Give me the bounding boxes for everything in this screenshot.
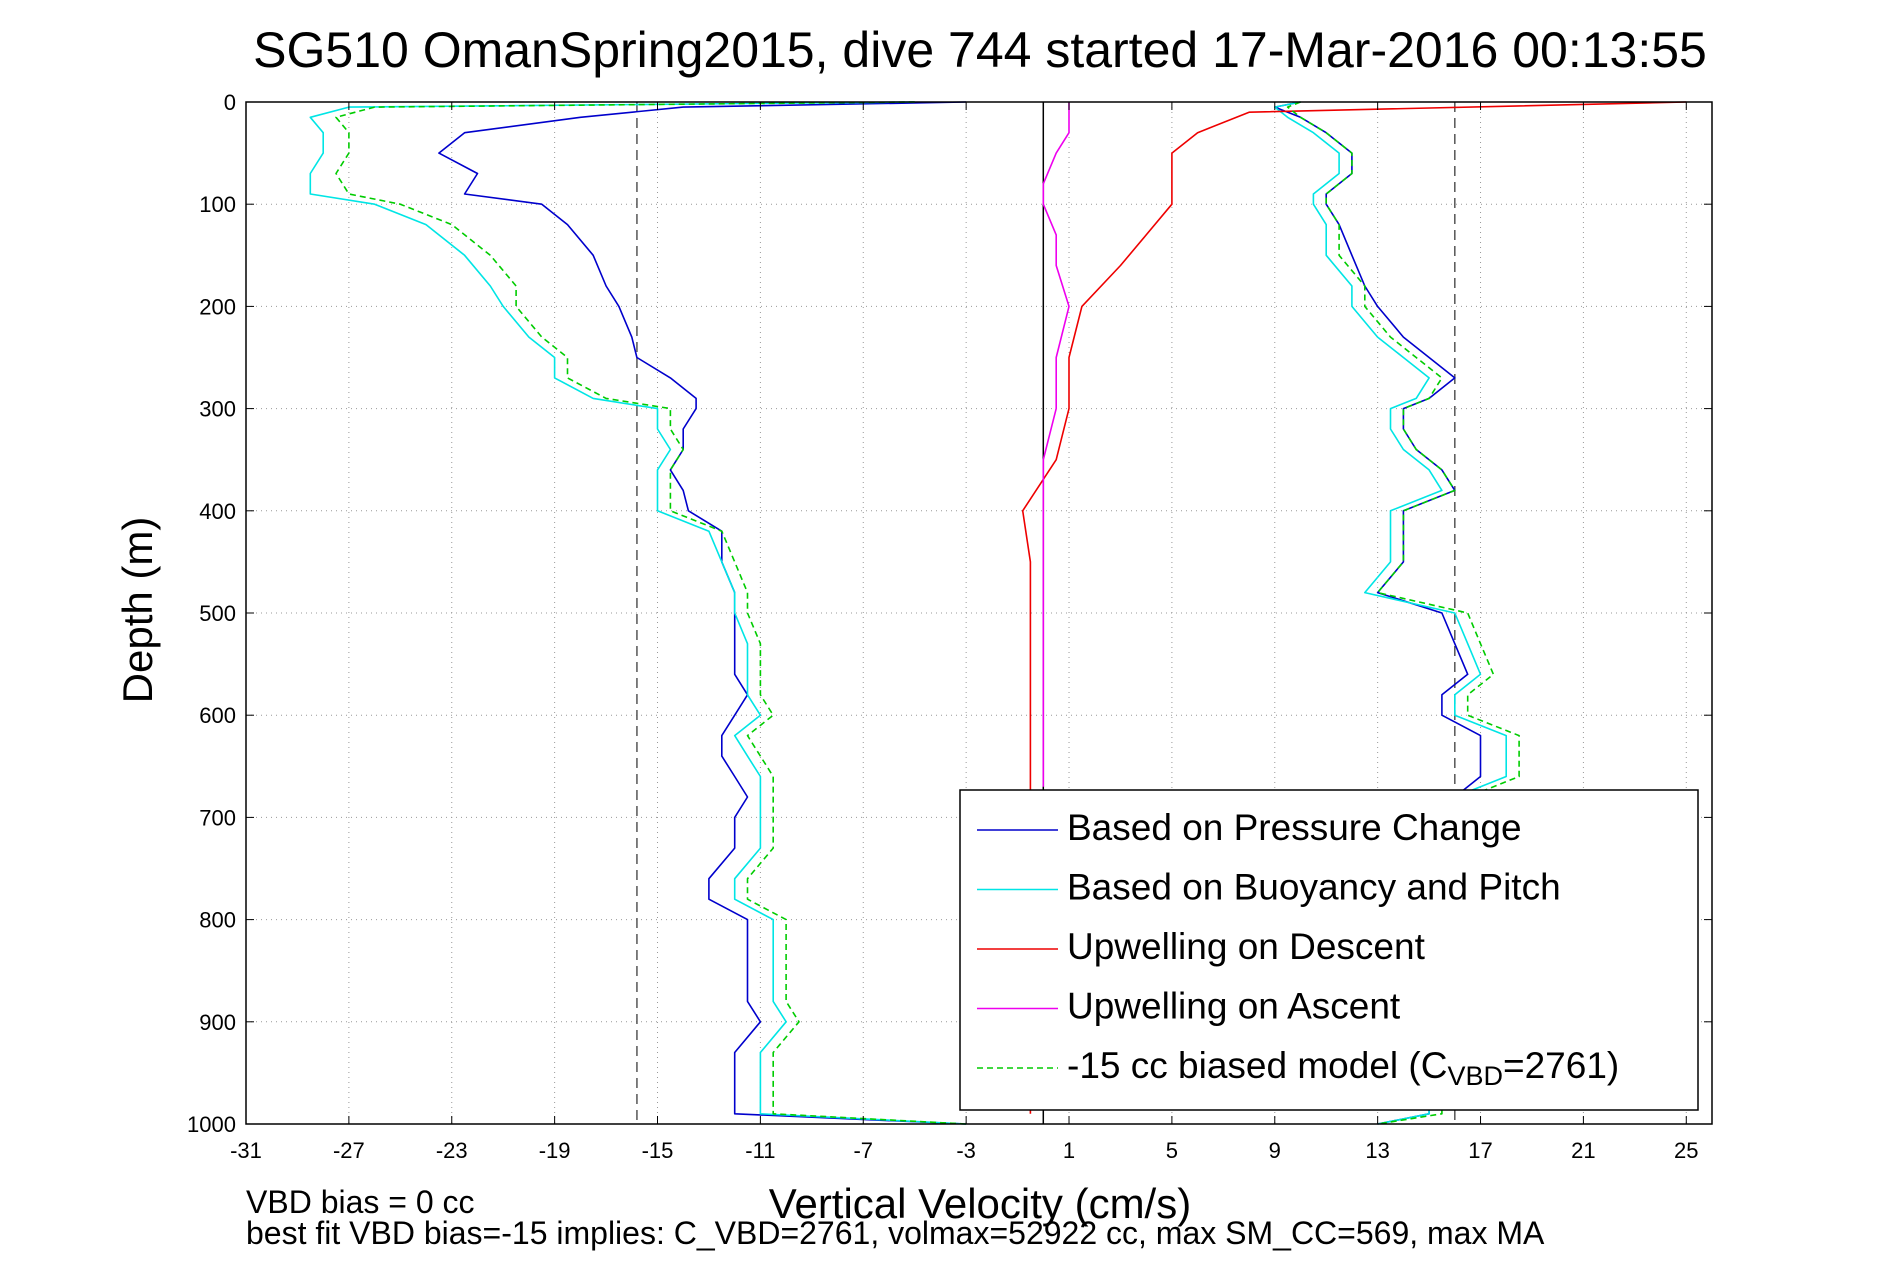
best-fit-note: best fit VBD bias=-15 implies: C_VBD=276… <box>246 1215 1545 1251</box>
x-tick-label: 5 <box>1166 1138 1178 1163</box>
legend-model-prefix: -15 cc biased model (C <box>1067 1045 1447 1086</box>
x-tick-label: -15 <box>642 1138 674 1163</box>
vbd-bias-note: VBD bias = 0 cc <box>246 1184 475 1220</box>
y-axis-ticks: 0 100 200 300 400 500 600 700 800 900 1000 <box>187 90 1712 1137</box>
chart-title: SG510 OmanSpring2015, dive 744 started 1… <box>253 22 1707 78</box>
x-tick-label: 21 <box>1571 1138 1595 1163</box>
y-tick-label: 0 <box>224 90 236 115</box>
series-5-descent-line <box>335 101 967 1125</box>
legend: Based on Pressure Change Based on Buoyanc… <box>959 789 1699 1111</box>
x-tick-label: -23 <box>436 1138 468 1163</box>
legend-model-suffix: =2761) <box>1503 1045 1619 1086</box>
x-axis-ticks: -31 -27 -23 -19 -15 -11 -7 -3 1 5 9 13 17 21 25 <box>230 102 1699 1163</box>
legend-label-4: Upwelling on Ascent <box>1067 985 1401 1026</box>
x-tick-label: -27 <box>333 1138 365 1163</box>
legend-label-2: Based on Buoyancy and Pitch <box>1067 866 1561 907</box>
x-tick-label: 17 <box>1468 1138 1492 1163</box>
legend-box <box>959 789 1699 1111</box>
series-4-line <box>1042 102 1070 787</box>
legend-label-3: Upwelling on Descent <box>1067 926 1426 967</box>
x-tick-label: -31 <box>230 1138 262 1163</box>
legend-label-1: Based on Pressure Change <box>1067 807 1522 848</box>
y-tick-label: 400 <box>199 499 236 524</box>
series-1-descent-line <box>438 101 967 1125</box>
grid-lines <box>245 101 1712 1125</box>
y-tick-label: 900 <box>199 1010 236 1035</box>
x-tick-label: 13 <box>1365 1138 1389 1163</box>
x-tick-label: -3 <box>956 1138 976 1163</box>
y-tick-label: 200 <box>199 294 236 319</box>
y-tick-label: 800 <box>199 908 236 933</box>
x-tick-label: 25 <box>1674 1138 1698 1163</box>
y-tick-label: 100 <box>199 192 236 217</box>
series-2-descent-line <box>309 101 967 1125</box>
x-tick-label: -7 <box>853 1138 873 1163</box>
x-axis-label: Vertical Velocity (cm/s) <box>769 1180 1191 1227</box>
x-tick-label: -11 <box>745 1138 775 1163</box>
x-tick-label: 1 <box>1063 1138 1075 1163</box>
legend-model-subscript: VBD <box>1447 1061 1503 1091</box>
x-tick-label: 9 <box>1269 1138 1281 1163</box>
y-tick-label: 700 <box>199 805 236 830</box>
x-tick-label: -19 <box>539 1138 571 1163</box>
y-axis-label: Depth (m) <box>114 517 161 704</box>
y-tick-label: 600 <box>199 703 236 728</box>
legend-label-biased-model: -15 cc biased model (CVBD=2761) <box>1067 1045 1619 1091</box>
y-tick-label: 1000 <box>187 1112 236 1137</box>
y-tick-label: 300 <box>199 397 236 422</box>
y-tick-label: 500 <box>199 601 236 626</box>
